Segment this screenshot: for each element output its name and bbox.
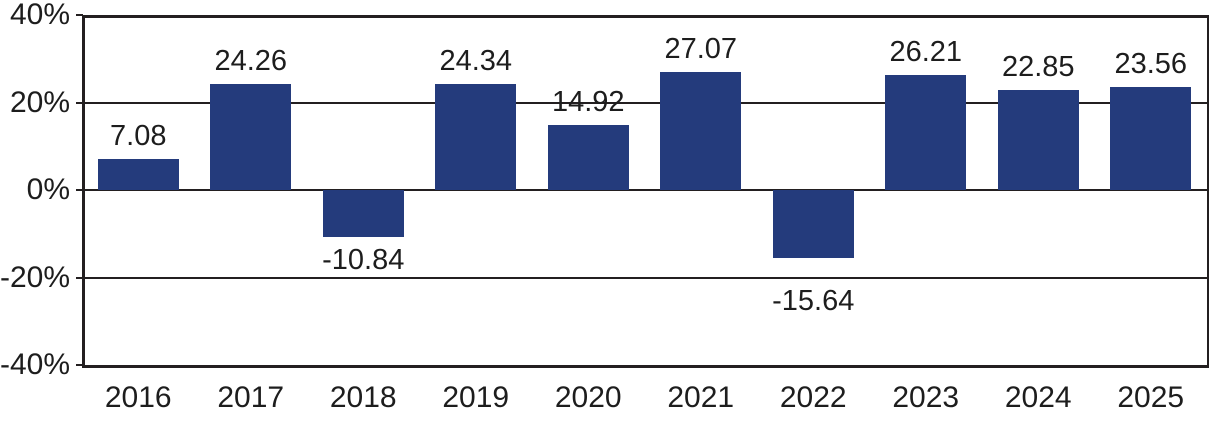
bar-value-label-2025: 23.56 (1114, 47, 1188, 80)
y-axis-tick-label: -40% (0, 348, 70, 381)
bar-2023 (885, 75, 967, 190)
bar-2025 (1110, 86, 1192, 190)
bar-2024 (997, 90, 1079, 190)
x-axis-label-2023: 2023 (892, 381, 960, 414)
bar-value-label-2018: -10.84 (322, 244, 405, 277)
y-axis-tick-mark (76, 276, 83, 279)
bar-2020 (547, 124, 629, 190)
x-axis-label-2018: 2018 (329, 381, 397, 414)
plot-border (82, 15, 1209, 368)
x-axis-label-2024: 2024 (1004, 381, 1072, 414)
gridline--20 (82, 276, 1209, 279)
bar-2022 (772, 190, 854, 259)
bar-value-label-2021: 27.07 (664, 32, 738, 65)
bar-value-label-2020: 14.92 (551, 85, 625, 118)
y-axis-tick-mark (76, 189, 83, 191)
y-axis-tick-mark (76, 364, 83, 366)
x-axis-label-2019: 2019 (442, 381, 510, 414)
bar-2017 (210, 83, 292, 190)
bar-2016 (97, 159, 179, 190)
bar-2021 (660, 71, 742, 190)
bar-value-label-2016: 7.08 (110, 120, 167, 153)
x-axis-label-2020: 2020 (554, 381, 622, 414)
bar-value-label-2019: 24.34 (439, 44, 513, 77)
y-axis-tick-mark (76, 14, 83, 16)
x-axis-label-2016: 2016 (104, 381, 172, 414)
gridline-0 (82, 189, 1209, 191)
y-axis-tick-label: 20% (9, 85, 70, 119)
x-axis-label-2021: 2021 (667, 381, 735, 414)
x-axis-label-2022: 2022 (779, 381, 847, 414)
x-axis-label-2025: 2025 (1117, 381, 1185, 414)
bar-value-label-2017: 24.26 (214, 44, 288, 77)
bar-2018 (322, 190, 404, 238)
bar-2019 (435, 83, 517, 190)
y-axis-tick-label: -20% (0, 260, 70, 294)
y-axis-tick-label: 0% (26, 173, 70, 206)
bar-value-label-2024: 22.85 (1001, 51, 1075, 84)
y-axis-tick-mark (76, 101, 83, 104)
x-axis-label-2017: 2017 (217, 381, 285, 414)
y-axis-tick-label: 40% (9, 0, 70, 31)
gridline-20 (82, 101, 1209, 104)
bar-value-label-2023: 26.21 (889, 36, 963, 69)
bar-value-label-2022: -15.64 (772, 284, 855, 317)
